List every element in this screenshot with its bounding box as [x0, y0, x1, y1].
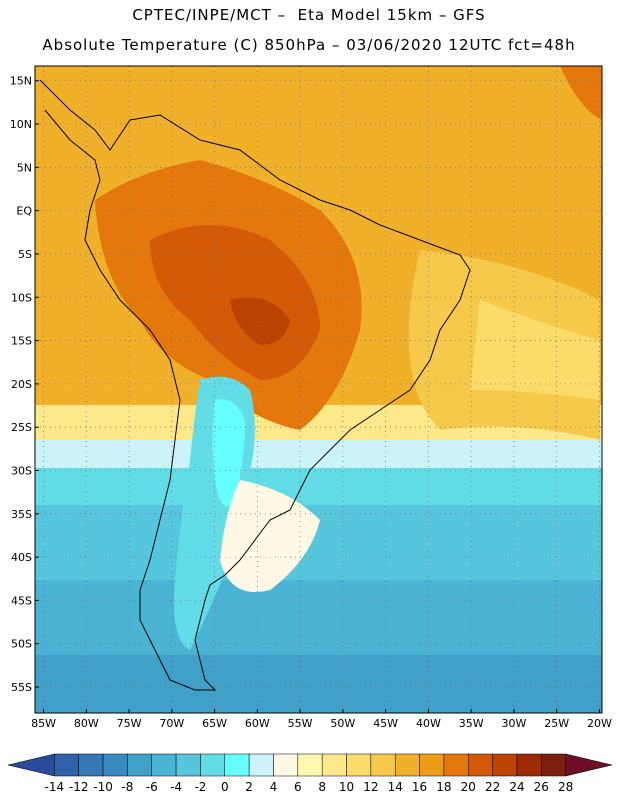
temperature-field	[35, 66, 602, 713]
lon-label: 65W	[202, 717, 227, 730]
colorbar-label: -2	[194, 780, 206, 794]
colorbar-label: 2	[245, 780, 253, 794]
chart-title-line2: Absolute Temperature (C) 850hPa – 03/06/…	[42, 36, 576, 54]
coastline	[39, 79, 471, 691]
map-frame	[34, 65, 603, 714]
lon-label: 60W	[245, 717, 270, 730]
colorbar-label: -12	[69, 780, 89, 794]
lon-label: 50W	[330, 717, 355, 730]
lat-label: 15S	[11, 335, 32, 348]
lon-label: 55W	[288, 717, 313, 730]
colorbar-label: -6	[146, 780, 158, 794]
colorbar-label: 24	[509, 780, 524, 794]
colorbar-segment	[175, 753, 201, 777]
latitude-labels: 15N 10N 5N EQ 5S 10S 15S 20S 25S 30S 35S 40S 45S 50S 5…	[10, 75, 39, 694]
colorbar-segment	[224, 753, 250, 777]
colorbar: -14 -12 -10 -8 -6 -4 -2 0 2 4 6 8 10 12 14 16 18 20 22 24 26…	[7, 753, 613, 794]
lon-label: 70W	[159, 717, 184, 730]
colorbar-segment	[54, 753, 79, 777]
colorbar-label: -8	[121, 780, 133, 794]
colorbar-label: 10	[339, 780, 354, 794]
colorbar-segment	[468, 753, 493, 777]
colorbar-label: 14	[388, 780, 403, 794]
colorbar-segment	[565, 753, 613, 777]
lon-label: 40W	[416, 717, 441, 730]
lat-label: 15N	[10, 75, 32, 88]
colorbar-label: 16	[412, 780, 427, 794]
colorbar-label: 8	[318, 780, 326, 794]
colorbar-segment	[394, 753, 420, 777]
colorbar-segment	[273, 753, 299, 777]
chart-title-line1: CPTEC/INPE/MCT – Eta Model 15km – GFS	[132, 6, 486, 24]
colorbar-segment	[151, 753, 177, 777]
lat-label: 5N	[17, 161, 32, 174]
lat-label: 20S	[11, 378, 32, 391]
lat-label: 10S	[11, 291, 32, 304]
colorbar-segment	[370, 753, 396, 777]
colorbar-segment	[346, 753, 372, 777]
lon-label: 35W	[459, 717, 484, 730]
colorbar-label: 6	[294, 780, 302, 794]
colorbar-label: 26	[534, 780, 549, 794]
colorbar-segment	[127, 753, 152, 777]
lon-label: 80W	[74, 717, 99, 730]
lat-label: 35S	[11, 508, 32, 521]
colorbar-segment	[297, 753, 323, 777]
colorbar-label: 18	[436, 780, 451, 794]
colorbar-label: 0	[221, 780, 229, 794]
colorbar-segment	[7, 753, 55, 777]
lat-label: EQ	[16, 205, 32, 218]
lon-label: 20W	[587, 717, 612, 730]
colorbar-label: 22	[485, 780, 500, 794]
colorbar-segment	[200, 753, 226, 777]
lat-label: 40S	[11, 551, 32, 564]
colorbar-label: 28	[558, 780, 573, 794]
lat-label: 5S	[18, 248, 32, 261]
colorbar-label: -14	[45, 780, 65, 794]
colorbar-segment	[102, 753, 128, 777]
longitude-labels: 85W 80W 75W 70W 65W 60W 55W 50W 45W 40W 35W 30W 25W 2…	[31, 709, 612, 730]
colorbar-label: 12	[363, 780, 378, 794]
colorbar-segment	[248, 753, 274, 777]
colorbar-segment	[492, 753, 518, 777]
lat-label: 55S	[11, 681, 32, 694]
lon-label: 30W	[501, 717, 526, 730]
lon-label: 85W	[31, 717, 56, 730]
lon-label: 25W	[544, 717, 569, 730]
colorbar-label: 4	[270, 780, 278, 794]
lat-label: 30S	[11, 464, 32, 477]
colorbar-label: -10	[93, 780, 113, 794]
lat-label: 50S	[11, 638, 32, 651]
lon-label: 45W	[373, 717, 398, 730]
colorbar-segment	[78, 753, 104, 777]
colorbar-segment	[321, 753, 347, 777]
lat-label: 10N	[10, 118, 32, 131]
colorbar-segment	[419, 753, 445, 777]
lat-label: 45S	[11, 594, 32, 607]
lon-label: 75W	[117, 717, 142, 730]
colorbar-label: -4	[170, 780, 182, 794]
colorbar-segment	[443, 753, 469, 777]
colorbar-label: 20	[461, 780, 476, 794]
lat-label: 25S	[11, 421, 32, 434]
colorbar-segment	[516, 753, 542, 777]
colorbar-segment	[541, 753, 566, 777]
